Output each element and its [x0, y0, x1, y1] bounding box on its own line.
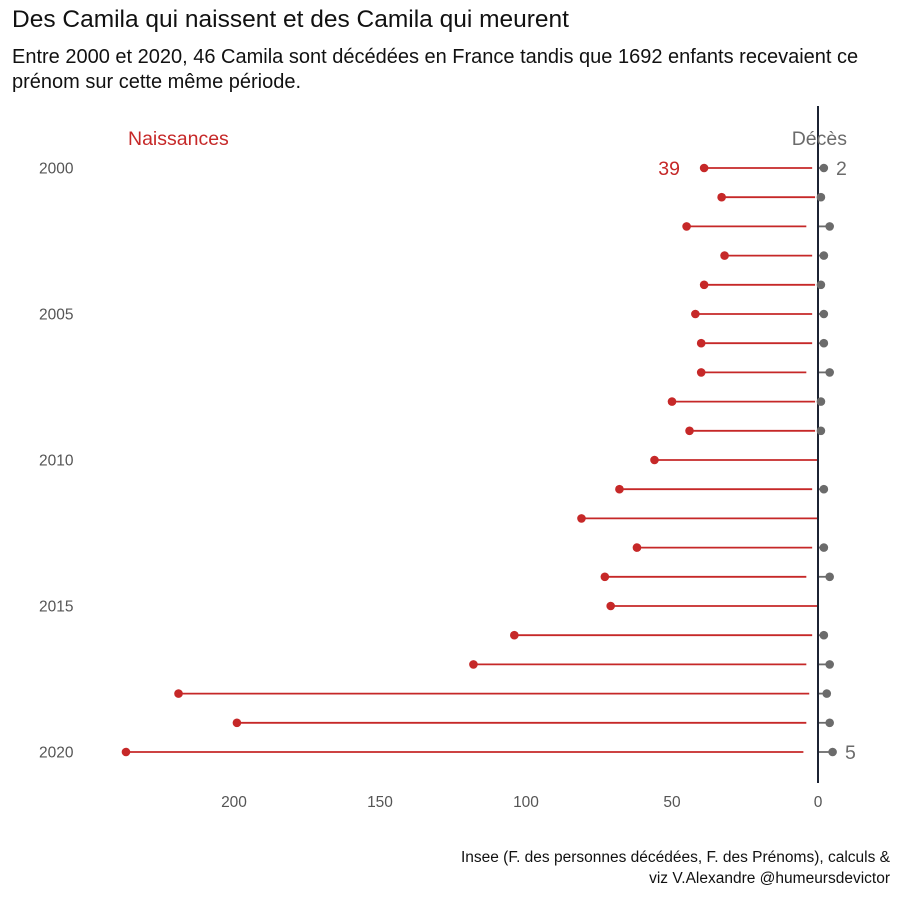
deces-point [819, 309, 829, 319]
x-tick-label: 150 [367, 794, 393, 811]
deces-point [825, 222, 834, 231]
naissance-point [577, 514, 586, 523]
naissance-point [510, 630, 519, 640]
legend-naissances: Naissances [128, 128, 229, 150]
naissance-point [682, 222, 691, 231]
deces-point [816, 426, 826, 436]
deces-point [819, 630, 829, 640]
naissance-point [720, 251, 729, 260]
y-tick-label: 2010 [39, 453, 74, 470]
naissance-point [699, 280, 709, 290]
chart-subtitle: Entre 2000 et 2020, 46 Camila sont décéd… [12, 46, 859, 93]
deces-point [825, 572, 834, 582]
naissance-point [691, 309, 700, 319]
caption-line-1: Insee (F. des personnes décédées, F. des… [460, 849, 890, 866]
deces-point [819, 338, 829, 348]
naissance-point [699, 163, 709, 173]
x-tick-label: 50 [663, 794, 681, 811]
deces-point [822, 689, 832, 698]
naissance-point [696, 368, 706, 377]
annotation-first-naissance: 39 [658, 158, 680, 180]
deces-point [825, 718, 834, 728]
naissance-point [174, 689, 183, 698]
naissance-point [232, 718, 242, 728]
deces-point [825, 368, 834, 377]
naissance-point [600, 572, 610, 582]
y-tick-label: 2000 [39, 161, 74, 178]
deces-point [819, 163, 829, 173]
annotation-first-deces: 2 [836, 158, 847, 180]
chart-title: Des Camila qui naissent et des Camila qu… [12, 6, 569, 33]
deces-point [819, 484, 829, 494]
annotation-last-deces: 5 [845, 742, 856, 764]
deces-point [816, 397, 826, 406]
y-tick-label: 2020 [39, 745, 74, 762]
deces-point [816, 280, 826, 290]
naissance-point [606, 601, 615, 611]
naissance-point [469, 660, 478, 669]
x-tick-label: 200 [221, 794, 247, 811]
source-caption: Insee (F. des personnes décédées, F. des… [461, 847, 890, 889]
deces-point [825, 660, 834, 669]
deces-point [828, 747, 837, 757]
naissance-point [121, 747, 131, 757]
naissance-point [650, 455, 659, 465]
caption-line-2: viz V.Alexandre @humeursdevictor [649, 870, 890, 887]
naissance-point [632, 543, 642, 552]
deces-point [819, 543, 829, 552]
x-tick-label: 100 [513, 794, 539, 811]
deces-point [816, 192, 826, 202]
naissance-point [696, 338, 706, 348]
y-tick-label: 2015 [39, 599, 73, 616]
naissance-point [667, 397, 677, 406]
naissance-point [685, 426, 694, 436]
naissance-point [717, 192, 726, 202]
deces-point [819, 251, 829, 260]
legend-deces: Décès [792, 128, 848, 150]
naissance-point [615, 484, 624, 494]
x-tick-label: 0 [814, 794, 823, 811]
y-tick-label: 2005 [39, 307, 73, 324]
